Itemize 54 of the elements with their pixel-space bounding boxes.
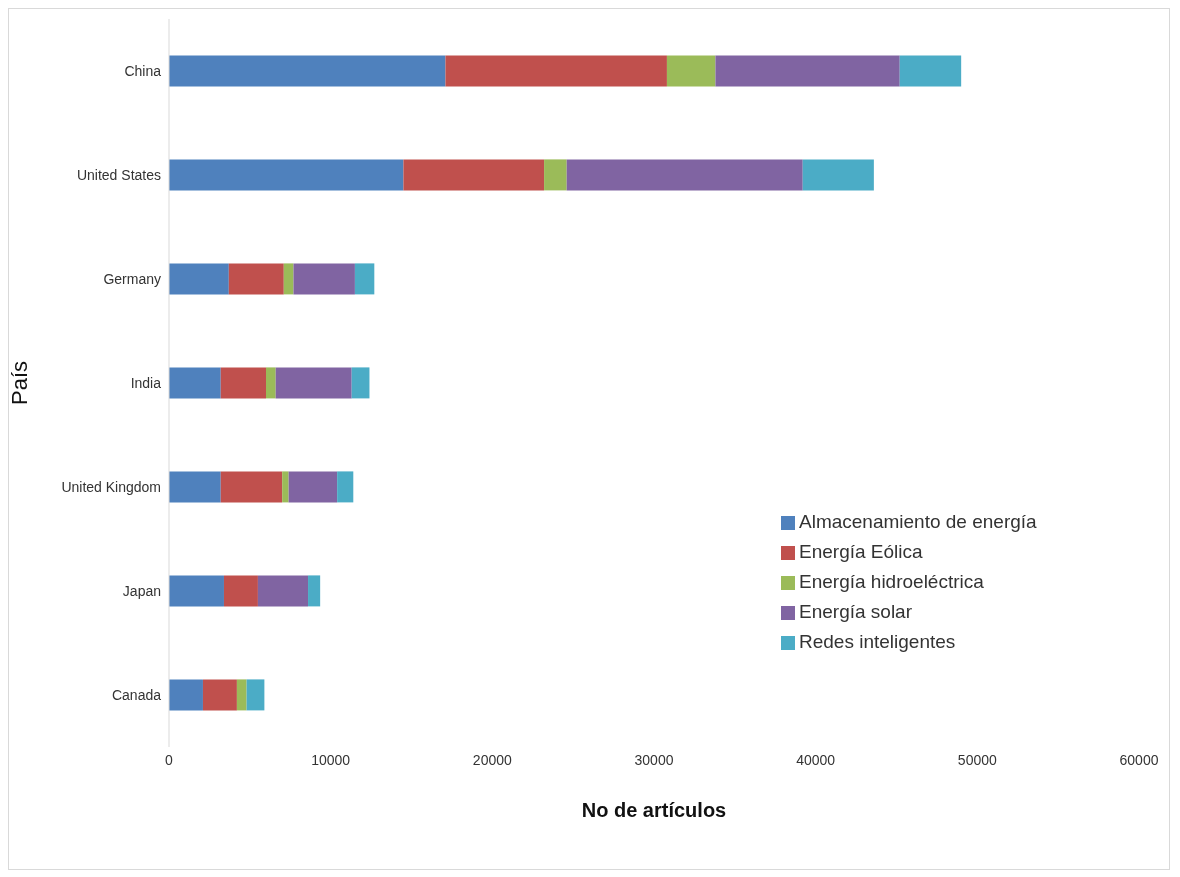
bar: [445, 55, 667, 87]
bar: [275, 367, 352, 399]
bar: [202, 679, 237, 711]
bar: [169, 263, 229, 295]
x-tick-label: 20000: [472, 751, 513, 768]
legend-label: Redes inteligentes: [799, 631, 956, 652]
bar: [169, 159, 404, 191]
bar: [220, 471, 283, 503]
bar: [223, 575, 258, 607]
bar: [257, 575, 309, 607]
bar: [169, 575, 224, 607]
bar: [220, 367, 266, 399]
bar: [715, 55, 900, 87]
y-tick-label: Canada: [111, 686, 162, 703]
bar: [802, 159, 874, 191]
legend-label: Energía solar: [799, 601, 913, 622]
bar: [283, 263, 294, 295]
y-axis-title: País: [6, 360, 32, 406]
legend-label: Energía Eólica: [799, 541, 923, 562]
bar: [169, 367, 221, 399]
y-tick-label: Japan: [122, 582, 161, 599]
x-tick-label: 40000: [796, 751, 836, 768]
x-tick-label: 50000: [957, 751, 998, 768]
bar: [169, 679, 203, 711]
bar: [354, 263, 375, 295]
bar: [288, 471, 338, 503]
bar: [293, 263, 355, 295]
bar: [566, 159, 803, 191]
y-tick-label: China: [124, 62, 162, 79]
bar: [899, 55, 962, 87]
bar: [308, 575, 321, 607]
legend-label: Almacenamiento de energía: [799, 511, 1037, 532]
legend-label: Energía hidroeléctrica: [799, 571, 984, 592]
bar: [236, 679, 247, 711]
bar: [228, 263, 284, 295]
y-tick-label: United States: [76, 166, 161, 183]
x-tick-label: 10000: [311, 751, 351, 768]
bar: [246, 679, 265, 711]
y-tick-label: Germany: [103, 270, 161, 287]
y-tick-label: India: [130, 374, 162, 391]
bar: [351, 367, 370, 399]
bar: [666, 55, 716, 87]
x-tick-label: 60000: [1119, 751, 1159, 768]
y-tick-label: United Kingdom: [61, 478, 161, 495]
x-tick-label: 30000: [634, 751, 674, 768]
bar: [169, 471, 221, 503]
x-tick-label: 0: [165, 751, 174, 768]
x-axis-title: No de artículos: [581, 799, 727, 821]
bar: [266, 367, 276, 399]
bar: [169, 55, 446, 87]
bar: [282, 471, 289, 503]
bar: [544, 159, 567, 191]
bar: [337, 471, 354, 503]
bar: [403, 159, 545, 191]
